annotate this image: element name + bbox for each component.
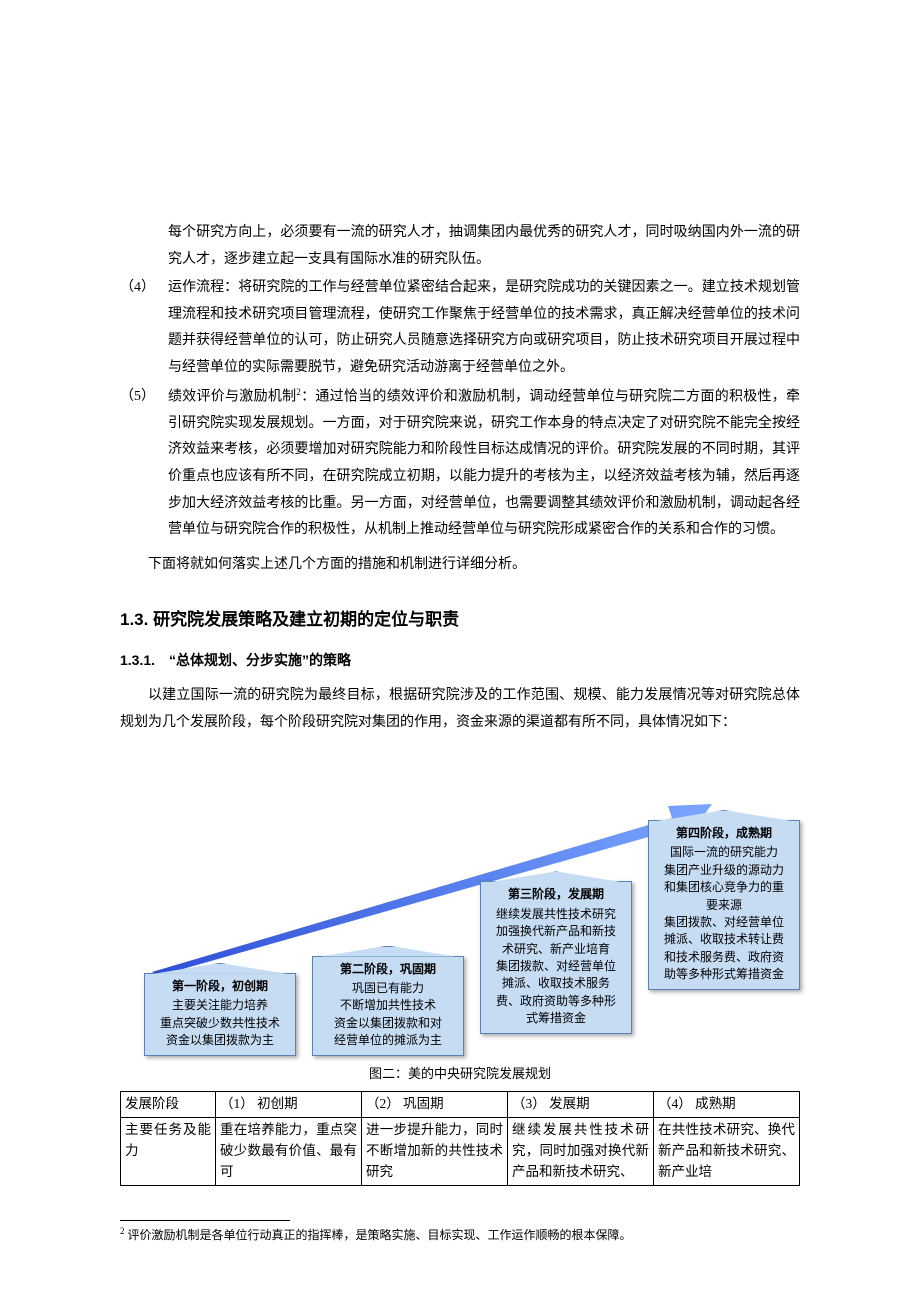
development-plan-table: 发展阶段（1） 初创期（2） 巩固期（3） 发展期（4） 成熟期主要任务及能力重… [120,1091,800,1186]
list-num-5: （5） [120,384,168,544]
stage-box-1: 第一阶段，初创期主要关注能力培养重点突破少数共性技术资金以集团拨款为主 [144,973,296,1057]
subsection-heading-1-3-1: 1.3.1. “总体规划、分步实施”的策略 [120,647,800,674]
stage-title: 第四阶段，成熟期 [655,825,793,842]
footnote-separator [120,1220,290,1221]
section-heading-1-3: 1.3. 研究院发展策略及建立初期的定位与职责 [120,604,800,636]
stage-line: 主要关注能力培养 [151,997,289,1014]
stage-line: 经营单位的摊派为主 [319,1032,457,1049]
stage-line: 加强换代新产品和新技 [487,923,625,940]
table-cell: 继续发展共性技术研究，同时加强对换代新产品和新技术研究、 [508,1118,654,1186]
stage-line: 式筹措资金 [487,1010,625,1027]
list-item-4: （4） 运作流程：将研究院的工作与经营单位紧密结合起来，是研究院成功的关键因素之… [120,275,800,381]
stage-line: 资金以集团拨款和对 [319,1015,457,1032]
intro-continuation: 每个研究方向上，必须要有一流的研究人才，抽调集团内最优秀的研究人才，同时吸纳国内… [120,220,800,273]
table-header-cell: （1） 初创期 [216,1092,362,1118]
stage-line: 集团产业升级的源动力 [655,862,793,879]
stage-line: 要来源 [655,897,793,914]
table-row: 主要任务及能力重在培养能力，重点突破少数最有价值、最有可进一步提升能力，同时不断… [121,1118,800,1186]
stage-line: 术研究、新产业培育 [487,941,625,958]
stage-line: 资金以集团拨款为主 [151,1032,289,1049]
list-text-5: 绩效评价与激励机制2：通过恰当的绩效评价和激励机制，调动经营单位与研究院二方面的… [168,384,800,544]
stage-title: 第三阶段，发展期 [487,886,625,903]
stage-title: 第二阶段，巩固期 [319,961,457,978]
stage-line: 集团拨款、对经营单位 [487,958,625,975]
table-header-cell: （4） 成熟期 [654,1092,800,1118]
transition-paragraph: 下面将就如何落实上述几个方面的措施和机制进行详细分析。 [120,552,800,579]
item5-b: ：通过恰当的绩效评价和激励机制，调动经营单位与研究院二方面的积极性，牵引研究院实… [168,389,800,537]
footnote-2: 2 评价激励机制是各单位行动真正的指挥棒，是策略实施、目标实现、工作运作顺畅的根… [120,1225,800,1244]
stage-line: 国际一流的研究能力 [655,844,793,861]
table-cell: 在共性技术研究、换代新产品和新技术研究、新产业培 [654,1118,800,1186]
stage-line: 摊派、收取技术转让费 [655,931,793,948]
stage-line: 巩固已有能力 [319,980,457,997]
stage-title: 第一阶段，初创期 [151,978,289,995]
footnote-text: 评价激励机制是各单位行动真正的指挥棒，是策略实施、目标实现、工作运作顺畅的根本保… [125,1228,632,1242]
stage-box-2: 第二阶段，巩固期巩固已有能力不断增加共性技术资金以集团拨款和对经营单位的摊派为主 [312,956,464,1057]
stage-box-3: 第三阶段，发展期继续发展共性技术研究加强换代新产品和新技术研究、新产业培育集团拨… [480,881,632,1034]
spacer [120,220,168,273]
stage-line: 费、政府资助等多种形 [487,993,625,1010]
list-text-4: 运作流程：将研究院的工作与经营单位紧密结合起来，是研究院成功的关键因素之一。建立… [168,275,800,381]
list-item-5: （5） 绩效评价与激励机制2：通过恰当的绩效评价和激励机制，调动经营单位与研究院… [120,384,800,544]
table-header-cell: （3） 发展期 [508,1092,654,1118]
development-stair-diagram: 第一阶段，初创期主要关注能力培养重点突破少数共性技术资金以集团拨款为主第二阶段，… [120,756,800,1056]
table-header-cell: （2） 巩固期 [362,1092,508,1118]
table-cell: 进一步提升能力，同时不断增加新的共性技术研究 [362,1118,508,1186]
strategy-paragraph: 以建立国际一流的研究院为最终目标，根据研究院涉及的工作范围、规模、能力发展情况等… [120,683,800,736]
item5-a: 绩效评价与激励机制 [168,389,296,404]
figure-caption: 图二：美的中央研究院发展规划 [120,1062,800,1087]
stage-line: 和技术服务费、政府资 [655,949,793,966]
stage-line: 和集团核心竞争力的重 [655,879,793,896]
stage-line: 摊派、收取技术服务 [487,975,625,992]
stage-line: 助等多种形式筹措资金 [655,966,793,983]
stage-line: 重点突破少数共性技术 [151,1015,289,1032]
stage-line: 集团拨款、对经营单位 [655,914,793,931]
stage-line: 不断增加共性技术 [319,997,457,1014]
table-header-cell: 发展阶段 [121,1092,216,1118]
table-cell: 主要任务及能力 [121,1118,216,1186]
list-num-4: （4） [120,275,168,381]
intro-text: 每个研究方向上，必须要有一流的研究人才，抽调集团内最优秀的研究人才，同时吸纳国内… [168,220,800,273]
table-cell: 重在培养能力，重点突破少数最有价值、最有可 [216,1118,362,1186]
stage-box-4: 第四阶段，成熟期国际一流的研究能力集团产业升级的源动力和集团核心竞争力的重要来源… [648,820,800,991]
stage-line: 继续发展共性技术研究 [487,906,625,923]
